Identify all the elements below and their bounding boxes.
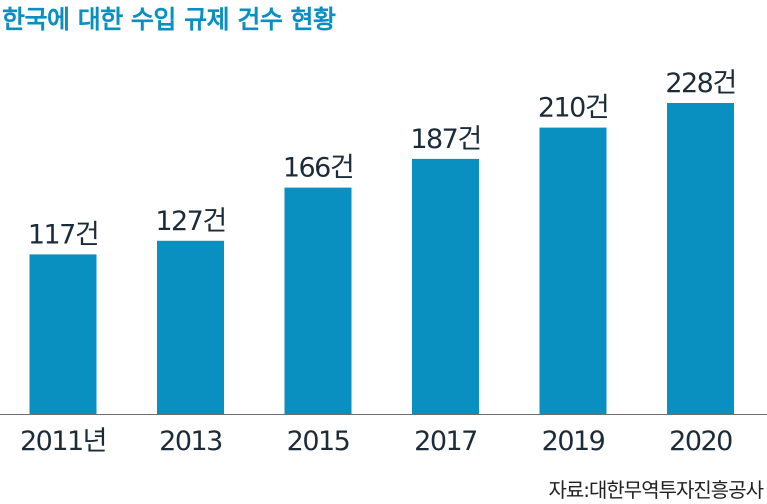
data-label-2015: 166건 xyxy=(283,153,353,184)
chart-title: 한국에 대한 수입 규제 건수 현황 xyxy=(2,5,336,34)
x-tick-2020: 2020 xyxy=(669,426,732,457)
bar-2020 xyxy=(667,103,734,414)
x-tick-2015: 2015 xyxy=(287,426,350,457)
bar-2013 xyxy=(157,240,224,414)
x-tick-2013: 2013 xyxy=(159,426,222,457)
data-label-2020: 228건 xyxy=(665,68,735,99)
data-label-2013: 127건 xyxy=(155,206,225,237)
data-label-2017: 187건 xyxy=(410,124,480,155)
source-note: 자료:대한무역투자진흥공사 xyxy=(548,478,764,502)
data-label-2011년: 117건 xyxy=(28,219,98,250)
x-tick-2017: 2017 xyxy=(414,426,477,457)
x-tick-2011년: 2011년 xyxy=(20,426,106,457)
x-tick-2019: 2019 xyxy=(542,426,605,457)
data-label-2019: 210건 xyxy=(538,93,608,124)
bar-2011년 xyxy=(29,254,97,414)
bar-2019 xyxy=(539,127,607,414)
bar-2017 xyxy=(412,158,479,414)
bar-2015 xyxy=(284,187,352,414)
